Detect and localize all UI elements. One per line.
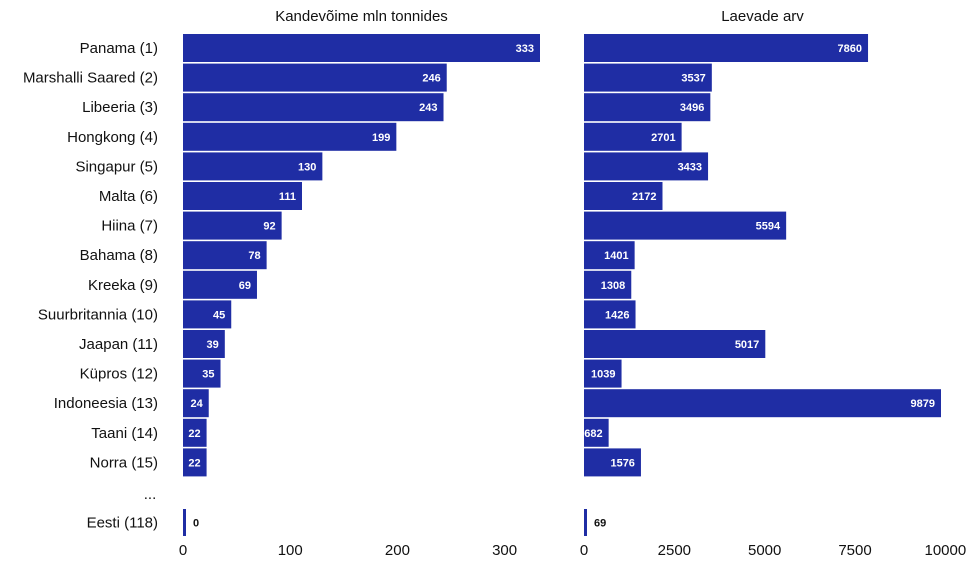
category-label: Hiina (7)	[101, 218, 158, 235]
bar	[183, 359, 221, 388]
data-label: 1039	[591, 369, 615, 381]
bar	[584, 241, 635, 270]
bar	[584, 152, 709, 181]
bar	[584, 211, 787, 240]
category-label: Panama (1)	[80, 40, 158, 57]
bar	[584, 270, 632, 299]
bar	[183, 418, 207, 447]
bar	[584, 34, 869, 62]
bar	[183, 509, 186, 536]
bar	[584, 389, 941, 418]
data-label: 246	[422, 73, 440, 85]
category-label: Singapur (5)	[75, 158, 158, 175]
data-label: 69	[239, 280, 251, 292]
bar	[183, 300, 232, 329]
panel-ship-count: Laevade arv 7860 3537 3496 2701 3433 2172 5594 1…	[580, 8, 966, 559]
category-label: Indoneesia (13)	[54, 395, 158, 412]
data-label: 2172	[632, 191, 656, 203]
bar	[183, 211, 282, 240]
data-label: 1426	[605, 309, 629, 321]
data-label: 69	[594, 518, 606, 530]
category-label: Kreeka (9)	[88, 277, 158, 294]
tick-label: 7500	[838, 542, 871, 559]
data-label: 199	[372, 132, 390, 144]
bar	[183, 389, 209, 418]
tick-label: 0	[580, 542, 588, 559]
tick-label: 100	[278, 542, 303, 559]
bar	[183, 34, 540, 62]
tick-label: 10000	[925, 542, 967, 559]
gap-label: ...	[144, 486, 157, 503]
bar	[183, 63, 447, 92]
data-label: 1576	[610, 457, 634, 469]
category-label: Marshalli Saared (2)	[23, 70, 158, 87]
bar	[183, 182, 302, 210]
category-label: Bahama (8)	[80, 247, 158, 264]
tick-label: 200	[385, 542, 410, 559]
category-label: Jaapan (11)	[79, 336, 158, 353]
panel-capacity: Kandevõime mln tonnides 333 246 243 199 130 11…	[179, 8, 540, 559]
category-label: Küpros (12)	[80, 366, 158, 383]
data-label: 92	[263, 221, 275, 233]
bar	[584, 182, 663, 210]
data-label: 39	[207, 339, 219, 351]
bar	[584, 63, 712, 92]
data-label: 5017	[735, 339, 759, 351]
tick-label: 300	[492, 542, 517, 559]
category-label: Taani (14)	[91, 425, 158, 442]
bar	[183, 241, 267, 270]
category-label: Suurbritannia (10)	[38, 306, 158, 323]
tick-label: 0	[179, 542, 187, 559]
data-label: 22	[188, 457, 200, 469]
data-label: 0	[193, 518, 199, 530]
category-label: Hongkong (4)	[67, 129, 158, 146]
bar	[584, 509, 587, 536]
bar	[584, 448, 641, 477]
category-label: Libeeria (3)	[82, 99, 158, 116]
data-label: 22	[188, 428, 200, 440]
bar	[584, 300, 636, 329]
category-label: Eesti (118)	[87, 515, 158, 532]
bar	[183, 122, 397, 151]
data-label: 7860	[838, 43, 862, 55]
data-label: 3433	[678, 161, 702, 173]
data-label: 45	[213, 309, 225, 321]
data-label: 111	[279, 191, 296, 203]
data-label: 24	[190, 398, 203, 410]
data-label: 243	[419, 102, 437, 114]
bar	[584, 330, 766, 358]
bar	[183, 270, 257, 299]
bar	[584, 359, 622, 388]
category-labels: Panama (1) Marshalli Saared (2) Libeeria (…	[23, 40, 158, 532]
data-label: 35	[202, 369, 214, 381]
data-label: 2701	[651, 132, 675, 144]
panel-title: Kandevõime mln tonnides	[275, 8, 448, 25]
data-label: 1308	[601, 280, 625, 292]
data-label: 682	[584, 428, 602, 440]
category-label: Malta (6)	[99, 188, 158, 205]
bar	[183, 152, 323, 181]
bar	[584, 93, 711, 122]
category-label: Norra (15)	[90, 454, 158, 471]
data-label: 3496	[680, 102, 704, 114]
bar	[183, 448, 207, 477]
bar	[183, 330, 225, 358]
data-label: 333	[516, 43, 534, 55]
bar	[584, 122, 682, 151]
data-label: 3537	[681, 73, 705, 85]
bar	[584, 418, 609, 447]
panel-title: Laevade arv	[721, 8, 804, 25]
tick-label: 2500	[658, 542, 691, 559]
data-label: 5594	[756, 221, 781, 233]
data-label: 1401	[604, 250, 628, 262]
data-label: 130	[298, 161, 316, 173]
data-label: 78	[248, 250, 260, 262]
data-label: 9879	[911, 398, 935, 410]
tick-label: 5000	[748, 542, 781, 559]
bar	[183, 93, 444, 122]
